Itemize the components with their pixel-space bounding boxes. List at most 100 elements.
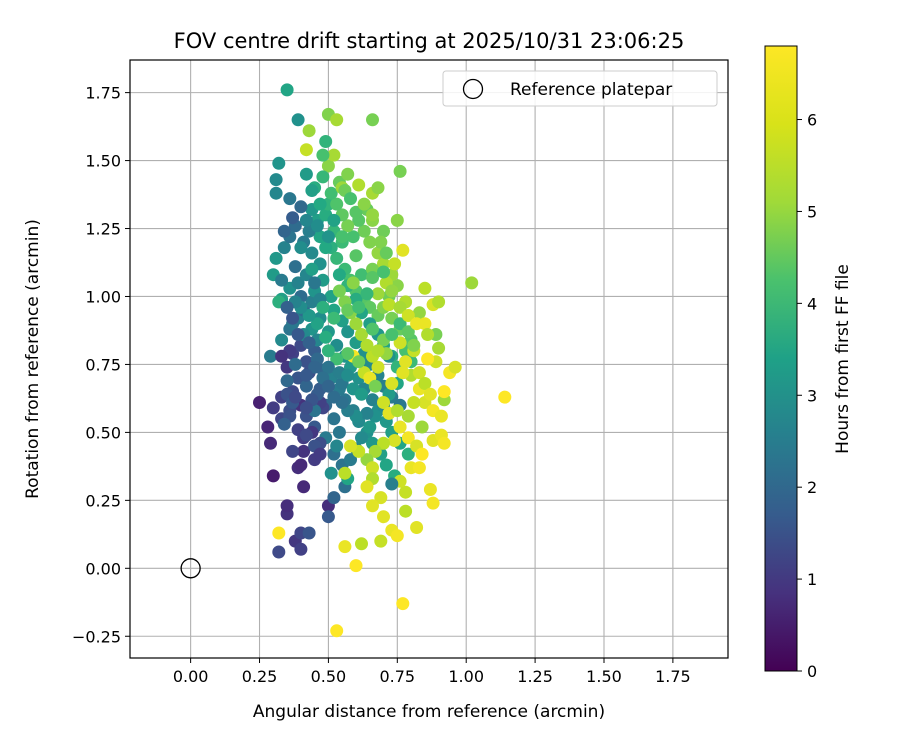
data-point — [401, 431, 415, 445]
data-point — [388, 257, 402, 271]
data-point — [393, 336, 407, 350]
data-point — [264, 349, 277, 363]
data-point — [349, 559, 363, 573]
data-point — [286, 211, 300, 225]
data-point — [465, 276, 479, 290]
data-point — [288, 260, 302, 274]
data-point — [388, 434, 402, 447]
data-point — [399, 485, 413, 499]
data-point — [377, 224, 390, 238]
data-point — [390, 529, 404, 543]
data-point — [341, 303, 355, 317]
data-point — [393, 317, 407, 331]
colorbar-gradient — [764, 45, 798, 672]
data-point — [371, 287, 385, 301]
data-point — [385, 377, 399, 390]
data-point — [275, 333, 289, 347]
reference-marker-layer — [180, 558, 201, 579]
y-tick-label: 0.25 — [85, 491, 121, 510]
data-point — [321, 159, 335, 173]
data-point — [377, 510, 390, 524]
x-axis-label: Angular distance from reference (arcmin) — [253, 702, 605, 722]
data-point — [299, 213, 313, 227]
data-point — [396, 366, 410, 380]
chart-title: FOV centre drift starting at 2025/10/31 … — [174, 29, 685, 53]
data-point — [412, 366, 426, 380]
data-point — [377, 396, 390, 409]
data-point — [355, 328, 368, 341]
data-point — [379, 246, 393, 260]
data-point — [302, 309, 316, 322]
data-point — [302, 336, 316, 350]
colorbar-tick-label: 1 — [807, 570, 817, 589]
data-point — [288, 357, 302, 371]
data-point — [275, 349, 289, 363]
data-point — [286, 444, 300, 458]
data-point — [363, 235, 377, 249]
data-point — [269, 186, 283, 200]
data-point — [366, 461, 379, 475]
x-tick-label: 1.50 — [586, 667, 622, 686]
data-points — [253, 83, 512, 638]
data-point — [335, 230, 349, 244]
data-point — [377, 436, 390, 450]
data-point — [308, 360, 322, 374]
data-point — [319, 241, 333, 255]
data-point — [355, 387, 368, 401]
data-point — [280, 499, 294, 513]
data-point — [277, 241, 291, 255]
data-point — [349, 317, 363, 331]
y-tick-label: 1.50 — [85, 152, 121, 171]
data-point — [269, 173, 283, 187]
data-point — [341, 219, 355, 233]
colorbar-tick-label: 4 — [807, 294, 817, 313]
data-point — [371, 181, 385, 195]
data-point — [324, 466, 338, 480]
data-point — [330, 113, 344, 127]
data-point — [410, 521, 424, 534]
data-point — [297, 480, 311, 494]
data-point — [294, 241, 308, 255]
data-point — [324, 186, 338, 200]
data-point — [305, 246, 319, 260]
data-point — [366, 271, 379, 284]
data-point — [423, 387, 437, 401]
data-point — [253, 396, 266, 409]
data-point — [432, 341, 446, 355]
data-point — [407, 338, 421, 352]
data-point — [327, 390, 341, 404]
data-point — [313, 447, 327, 461]
data-point — [346, 230, 360, 244]
data-point — [327, 148, 341, 162]
data-point — [264, 436, 277, 450]
data-point — [412, 306, 426, 320]
data-point — [319, 330, 333, 344]
data-point — [357, 224, 371, 238]
data-point — [401, 447, 415, 461]
data-point — [368, 444, 382, 458]
data-point — [327, 311, 341, 325]
data-point — [277, 417, 291, 431]
data-point — [399, 504, 413, 518]
data-point — [341, 167, 355, 181]
data-point — [421, 328, 435, 341]
data-point — [291, 113, 305, 127]
data-point — [432, 295, 446, 309]
data-point — [299, 401, 313, 415]
data-point — [390, 213, 404, 227]
data-point — [332, 284, 346, 298]
data-point — [321, 230, 335, 244]
data-point — [316, 300, 330, 314]
x-tick-label: 0.50 — [311, 667, 347, 686]
data-point — [434, 409, 448, 423]
data-point — [299, 143, 313, 157]
data-point — [401, 409, 415, 423]
data-point — [321, 510, 335, 524]
data-point — [305, 262, 319, 276]
data-point — [319, 135, 333, 148]
data-point — [390, 404, 404, 418]
data-point — [313, 197, 327, 211]
data-point — [374, 491, 388, 505]
data-point — [366, 113, 379, 127]
data-point — [366, 499, 379, 513]
